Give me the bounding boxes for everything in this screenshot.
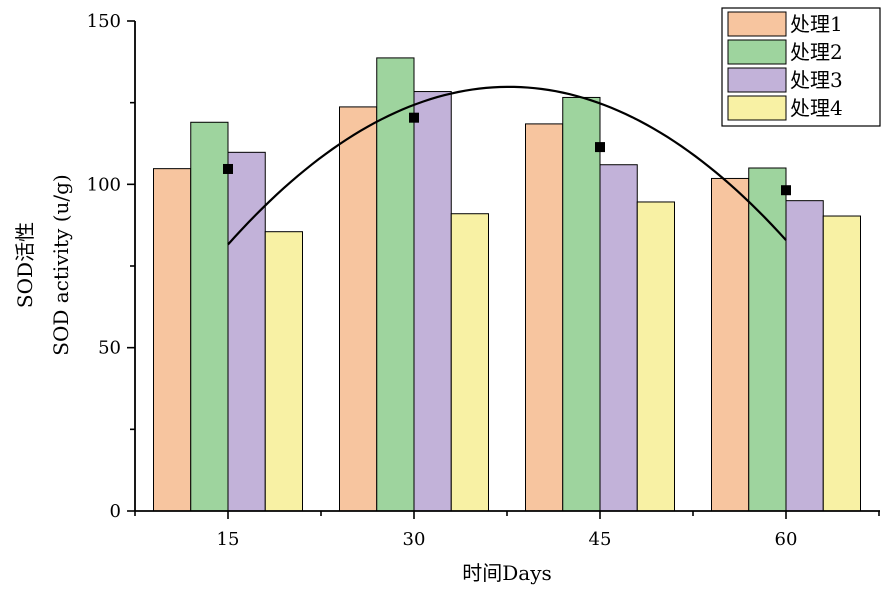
bar-30-series-3	[413, 91, 452, 512]
bar-45-series-3	[599, 164, 638, 512]
legend-swatch-3	[727, 67, 787, 93]
ticks-layer: 0 50 100 150 15 30 45 60	[87, 11, 880, 550]
y-axis-title-line2: SOD activity (u/g)	[49, 174, 73, 355]
bar-15-series-4	[264, 231, 303, 512]
bar-60-series-1	[711, 177, 750, 512]
legend-swatch-2	[727, 39, 787, 65]
bar-45-series-2	[562, 96, 601, 512]
fit-curve	[227, 85, 787, 246]
x-tick-label-15: 15	[217, 529, 240, 550]
legend-swatch-1	[727, 11, 787, 37]
x-tick-label-30: 30	[403, 529, 426, 550]
bar-60-series-2	[748, 167, 787, 512]
mean-marker-45	[595, 142, 605, 153]
y-axis-title-line1: SOD活性	[13, 222, 37, 308]
bar-15-series-3	[227, 151, 266, 512]
legend: 处理1 处理2 处理3 处理4	[721, 7, 881, 127]
y-tick-label-50: 50	[98, 338, 121, 359]
legend-swatch-4	[727, 95, 787, 121]
fit-curve-layer	[227, 85, 787, 246]
legend-label-4: 处理4	[790, 96, 843, 120]
bar-45-series-1	[525, 123, 564, 512]
x-tick-label-60: 60	[775, 529, 798, 550]
bar-30-series-1	[339, 106, 378, 512]
legend-label-3: 处理3	[790, 68, 843, 92]
y-tick-label-150: 150	[87, 11, 121, 32]
legend-label-1: 处理1	[790, 12, 843, 36]
y-tick-label-100: 100	[87, 174, 121, 195]
means-layer	[223, 112, 791, 196]
bar-60-series-3	[785, 200, 824, 512]
x-tick-label-45: 45	[589, 529, 612, 550]
bars-layer	[153, 57, 861, 512]
bar-60-series-4	[822, 215, 861, 512]
x-axis-title: 时间Days	[462, 561, 552, 585]
legend-label-2: 处理2	[790, 40, 843, 64]
bar-30-series-4	[450, 213, 489, 512]
bar-15-series-1	[153, 168, 192, 512]
mean-marker-30	[409, 112, 419, 123]
mean-marker-15	[223, 163, 233, 174]
mean-marker-60	[781, 185, 791, 196]
bar-30-series-2	[376, 57, 415, 512]
bar-15-series-2	[190, 121, 229, 512]
y-tick-label-0: 0	[110, 501, 121, 522]
bar-45-series-4	[636, 201, 675, 512]
